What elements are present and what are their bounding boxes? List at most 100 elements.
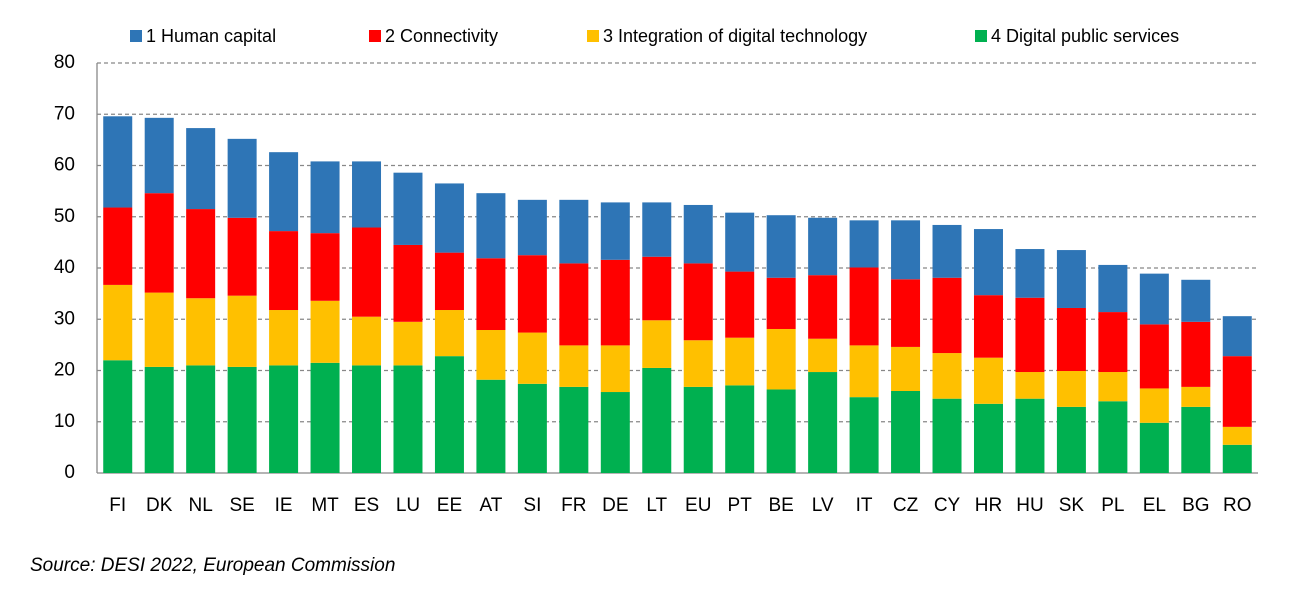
bar-segment bbox=[849, 267, 879, 346]
x-tick-label: MT bbox=[311, 495, 339, 516]
bar-segment bbox=[517, 332, 547, 384]
bar-segment bbox=[186, 128, 216, 210]
source-note: Source: DESI 2022, European Commission bbox=[30, 555, 395, 576]
bar-segment bbox=[186, 298, 216, 366]
bar-segment bbox=[310, 362, 340, 473]
bar-segment bbox=[766, 215, 796, 278]
x-tick-label: AT bbox=[479, 495, 502, 516]
legend-label: 1 Human capital bbox=[146, 26, 276, 46]
bar-segment bbox=[1056, 250, 1086, 308]
bar-segment bbox=[476, 379, 506, 473]
bar-segment bbox=[932, 398, 962, 473]
bar-segment bbox=[144, 193, 174, 293]
bar-segment bbox=[1181, 321, 1211, 387]
bar-segment bbox=[227, 366, 257, 473]
bar-segment bbox=[891, 279, 921, 347]
bar-segment bbox=[973, 295, 1003, 358]
legend-swatch bbox=[587, 30, 599, 42]
bar-segment bbox=[973, 229, 1003, 296]
x-tick-label: EL bbox=[1143, 495, 1166, 516]
x-tick-label: FR bbox=[561, 495, 586, 516]
y-tick-label: 50 bbox=[54, 206, 75, 227]
bar-segment bbox=[600, 259, 630, 346]
bar-segment bbox=[766, 328, 796, 390]
bar-segment bbox=[517, 255, 547, 333]
y-tick-label: 10 bbox=[54, 411, 75, 432]
bar-segment bbox=[1098, 401, 1128, 473]
bar-segment bbox=[434, 183, 464, 253]
bar-segment bbox=[808, 275, 838, 339]
bar-segment bbox=[1015, 249, 1045, 298]
x-tick-label: BE bbox=[768, 495, 793, 516]
bar-segment bbox=[600, 392, 630, 473]
bar-segment bbox=[1015, 372, 1045, 399]
bar-segment bbox=[1222, 356, 1252, 427]
y-tick-label: 30 bbox=[54, 308, 75, 329]
bar-segment bbox=[103, 207, 133, 285]
bar-segment bbox=[559, 345, 589, 387]
legend-label: 4 Digital public services bbox=[991, 26, 1179, 46]
y-tick-label: 40 bbox=[54, 257, 75, 278]
x-tick-label: FI bbox=[109, 495, 126, 516]
bar-segment bbox=[144, 117, 174, 194]
bar-segment bbox=[683, 340, 713, 387]
x-tick-label: HR bbox=[975, 495, 1002, 516]
bar-segment bbox=[600, 202, 630, 260]
bar-segment bbox=[103, 284, 133, 361]
y-tick-label: 70 bbox=[54, 103, 75, 124]
bar-segment bbox=[683, 263, 713, 341]
bar-segment bbox=[642, 320, 672, 368]
bar-segment bbox=[849, 220, 879, 268]
bar-segment bbox=[1056, 406, 1086, 473]
bar-segment bbox=[1181, 406, 1211, 473]
bar-segment bbox=[891, 346, 921, 391]
bar-segment bbox=[725, 271, 755, 338]
bar-segment bbox=[186, 209, 216, 299]
bar-segment bbox=[932, 277, 962, 354]
bar-segment bbox=[144, 292, 174, 367]
bar-segment bbox=[434, 252, 464, 311]
bar-segment bbox=[891, 220, 921, 280]
x-tick-label: HU bbox=[1016, 495, 1043, 516]
bar-segment bbox=[683, 204, 713, 264]
x-tick-label: RO bbox=[1223, 495, 1252, 516]
bar-segment bbox=[1015, 297, 1045, 373]
x-tick-label: PT bbox=[728, 495, 753, 516]
bar-segment bbox=[683, 386, 713, 473]
x-tick-label: LV bbox=[812, 495, 834, 516]
x-tick-label: CZ bbox=[893, 495, 919, 516]
y-tick-label: 20 bbox=[54, 360, 75, 381]
x-tick-label: ES bbox=[354, 495, 379, 516]
x-tick-label: BG bbox=[1182, 495, 1209, 516]
bar-segment bbox=[725, 212, 755, 272]
bar-segment bbox=[932, 224, 962, 278]
bar-segment bbox=[269, 310, 299, 366]
bar-segment bbox=[808, 217, 838, 276]
bar-segment bbox=[352, 316, 382, 366]
bar-segment bbox=[725, 385, 755, 473]
bar-segment bbox=[1056, 371, 1086, 407]
bar-segment bbox=[891, 391, 921, 473]
bar-segment bbox=[269, 365, 299, 473]
x-tick-label: SK bbox=[1059, 495, 1085, 516]
y-tick-label: 60 bbox=[54, 155, 75, 176]
bar-segment bbox=[1139, 422, 1169, 473]
bar-segment bbox=[352, 227, 382, 317]
bar-segment bbox=[1015, 398, 1045, 473]
bar-segment bbox=[227, 138, 257, 218]
bar-segment bbox=[269, 231, 299, 311]
bar-segment bbox=[1222, 444, 1252, 473]
bar-segment bbox=[310, 300, 340, 363]
bar-segment bbox=[808, 338, 838, 373]
bar-segment bbox=[1139, 273, 1169, 325]
bar-segment bbox=[725, 337, 755, 386]
bar-segment bbox=[642, 256, 672, 321]
legend-swatch bbox=[975, 30, 987, 42]
bar-segment bbox=[1181, 386, 1211, 407]
bar-segment bbox=[600, 345, 630, 393]
bar-segment bbox=[227, 217, 257, 296]
bar-segment bbox=[973, 357, 1003, 404]
bar-segment bbox=[144, 366, 174, 473]
